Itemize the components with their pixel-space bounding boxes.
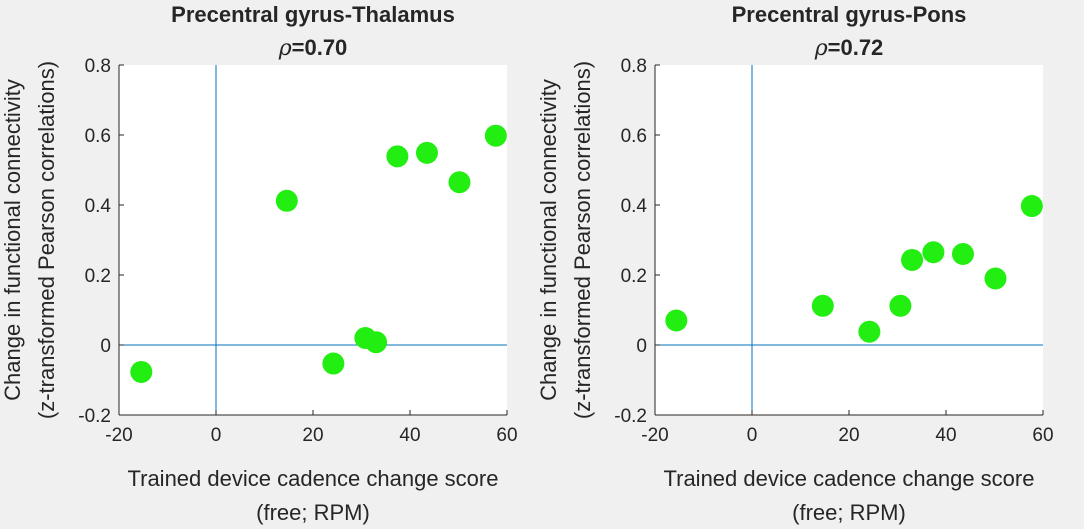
- x-tick-label: 20: [838, 425, 859, 446]
- y-tick-label: -0.2: [614, 406, 647, 427]
- data-point: [811, 294, 834, 317]
- plot-area: [119, 65, 507, 415]
- data-point: [1020, 195, 1043, 218]
- correlation-value: =0.70: [292, 35, 348, 60]
- chart-subtitle: ρ=0.70: [278, 35, 348, 61]
- data-point: [665, 309, 688, 332]
- x-tick-label: 40: [935, 425, 956, 446]
- y-axis-label-line-2: (z-transformed Pearson correlations): [34, 61, 59, 419]
- data-point: [322, 352, 345, 375]
- x-axis-label-line-2: (free; RPM): [256, 500, 370, 525]
- y-tick-label: -0.2: [78, 406, 111, 427]
- x-axis-label-line-1: Trained device cadence change score: [128, 466, 499, 491]
- y-tick-label: 0: [636, 336, 647, 357]
- y-axis-label-line-1: Change in functional connectivity: [0, 79, 25, 401]
- y-tick-label: 0: [100, 336, 111, 357]
- data-point: [415, 141, 438, 164]
- data-point: [984, 267, 1007, 290]
- x-tick-label: 40: [399, 425, 420, 446]
- plot-area: [655, 65, 1043, 415]
- y-tick-label: 0.4: [85, 196, 112, 217]
- data-point: [922, 241, 945, 264]
- x-tick-label: 60: [1032, 425, 1053, 446]
- data-point: [386, 145, 409, 168]
- y-tick-label: 0.2: [621, 266, 647, 287]
- chart-title: Precentral gyrus-Pons: [732, 2, 967, 27]
- data-point: [858, 320, 881, 343]
- chart-title: Precentral gyrus-Thalamus: [171, 2, 455, 27]
- x-tick-label: 60: [496, 425, 517, 446]
- y-tick-label: 0.8: [85, 56, 111, 77]
- data-point: [484, 124, 507, 147]
- y-tick-label: 0.4: [621, 196, 648, 217]
- y-axis-label-line-1: Change in functional connectivity: [536, 79, 561, 401]
- x-tick-label: -20: [105, 425, 132, 446]
- data-point: [901, 248, 924, 271]
- data-point: [448, 171, 471, 194]
- x-axis-label-line-2: (free; RPM): [792, 500, 906, 525]
- chart-subtitle: ρ=0.72: [814, 35, 884, 61]
- data-point: [275, 189, 298, 212]
- correlation-value: =0.72: [828, 35, 884, 60]
- data-point: [951, 243, 974, 265]
- data-point: [365, 331, 388, 354]
- chart-panel-2: -0.2 0 0.2 0.4 0.6 0.8 -20 0 20 40 60 Precentral gy…: [536, 2, 1054, 525]
- x-tick-label: 0: [211, 425, 222, 446]
- chart-panel-1: -0.2 0 0.2 0.4 0.6 0.8 -20 0 20 40 60 Precentral gy…: [0, 2, 518, 525]
- data-point: [130, 360, 153, 383]
- data-point: [889, 294, 912, 317]
- rho-symbol: ρ: [278, 36, 292, 61]
- y-tick-label: 0.6: [85, 126, 111, 147]
- x-tick-label: 0: [747, 425, 758, 446]
- x-tick-label: -20: [641, 425, 668, 446]
- y-tick-label: 0.2: [85, 266, 111, 287]
- x-tick-label: 20: [302, 425, 323, 446]
- y-axis-label-line-2: (z-transformed Pearson correlations): [570, 61, 595, 419]
- rho-symbol: ρ: [814, 36, 828, 61]
- x-axis-label-line-1: Trained device cadence change score: [664, 466, 1035, 491]
- y-tick-label: 0.8: [621, 56, 647, 77]
- y-tick-label: 0.6: [621, 126, 647, 147]
